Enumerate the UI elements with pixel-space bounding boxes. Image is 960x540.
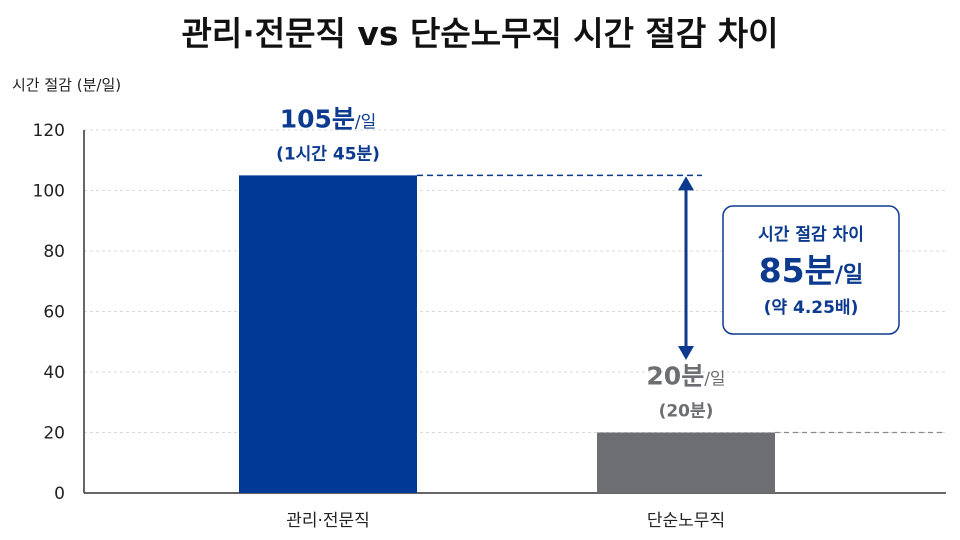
difference-value: 85분 bbox=[759, 251, 835, 290]
data-label-unit: /일 bbox=[704, 370, 725, 390]
chart-title: 관리·전문직 vs 단순노무직 시간 절감 차이 bbox=[182, 14, 779, 53]
y-tick-label: 100 bbox=[33, 182, 65, 202]
data-label-number: 105분 bbox=[280, 104, 355, 133]
difference-callout: 시간 절감 차이 85분/일 (약 4.25배) bbox=[722, 205, 900, 335]
x-category-label: 단순노무직 bbox=[647, 511, 725, 531]
data-label-number: 20분 bbox=[646, 362, 704, 391]
y-tick-label: 40 bbox=[43, 363, 65, 383]
data-label-unit: /일 bbox=[355, 112, 376, 132]
x-category-label: 관리·전문직 bbox=[286, 511, 370, 531]
reference-lines bbox=[417, 174, 946, 434]
x-axis-categories: 관리·전문직 단순노무직 bbox=[286, 511, 725, 531]
data-label-detail: (20분) bbox=[659, 402, 714, 422]
y-tick-label: 60 bbox=[43, 303, 65, 323]
bar bbox=[239, 175, 417, 493]
difference-callout-value: 85분/일 bbox=[759, 251, 864, 290]
difference-callout-ratio: (약 4.25배) bbox=[764, 297, 859, 318]
y-tick-label: 0 bbox=[54, 484, 65, 504]
y-axis-label: 시간 절감 (분/일) bbox=[12, 76, 121, 94]
bar bbox=[597, 432, 775, 493]
difference-callout-heading: 시간 절감 차이 bbox=[758, 224, 864, 245]
difference-callout-box bbox=[722, 205, 900, 335]
data-labels: 105분/일 (1시간 45분) 20분/일 (20분) bbox=[276, 104, 726, 421]
difference-value-unit: /일 bbox=[835, 263, 863, 288]
y-tick-label: 20 bbox=[43, 424, 65, 444]
difference-arrow-head-bottom bbox=[678, 346, 694, 360]
y-axis-ticks: 0 20 40 60 80 100 120 bbox=[33, 121, 65, 504]
y-tick-label: 80 bbox=[43, 242, 65, 262]
difference-arrow bbox=[678, 176, 694, 360]
y-tick-label: 120 bbox=[33, 121, 65, 141]
data-label-value: 105분/일 bbox=[280, 104, 377, 133]
bars bbox=[239, 175, 775, 493]
data-label-value: 20분/일 bbox=[646, 362, 725, 391]
difference-arrow-head-top bbox=[678, 176, 694, 191]
data-label-detail: (1시간 45분) bbox=[276, 144, 380, 164]
